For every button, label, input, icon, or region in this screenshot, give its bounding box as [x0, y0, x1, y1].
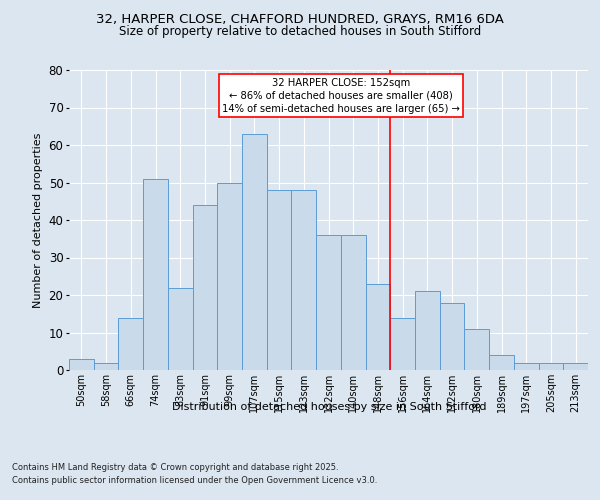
Bar	[69, 359, 94, 370]
Bar	[168, 288, 193, 370]
Bar	[390, 318, 415, 370]
Bar	[514, 362, 539, 370]
Bar	[242, 134, 267, 370]
Bar	[539, 362, 563, 370]
Text: Contains HM Land Registry data © Crown copyright and database right 2025.: Contains HM Land Registry data © Crown c…	[12, 462, 338, 471]
Bar	[193, 205, 217, 370]
Text: Contains public sector information licensed under the Open Government Licence v3: Contains public sector information licen…	[12, 476, 377, 485]
Text: 32, HARPER CLOSE, CHAFFORD HUNDRED, GRAYS, RM16 6DA: 32, HARPER CLOSE, CHAFFORD HUNDRED, GRAY…	[96, 12, 504, 26]
Bar	[316, 235, 341, 370]
Bar	[440, 302, 464, 370]
Text: Distribution of detached houses by size in South Stifford: Distribution of detached houses by size …	[172, 402, 486, 412]
Bar	[489, 355, 514, 370]
Text: 32 HARPER CLOSE: 152sqm
← 86% of detached houses are smaller (408)
14% of semi-d: 32 HARPER CLOSE: 152sqm ← 86% of detache…	[222, 78, 460, 114]
Bar	[267, 190, 292, 370]
Bar	[464, 329, 489, 370]
Bar	[217, 182, 242, 370]
Bar	[94, 362, 118, 370]
Bar	[563, 362, 588, 370]
Bar	[365, 284, 390, 370]
Bar	[292, 190, 316, 370]
Bar	[143, 179, 168, 370]
Bar	[118, 318, 143, 370]
Bar	[415, 291, 440, 370]
Text: Size of property relative to detached houses in South Stifford: Size of property relative to detached ho…	[119, 25, 481, 38]
Bar	[341, 235, 365, 370]
Y-axis label: Number of detached properties: Number of detached properties	[33, 132, 43, 308]
